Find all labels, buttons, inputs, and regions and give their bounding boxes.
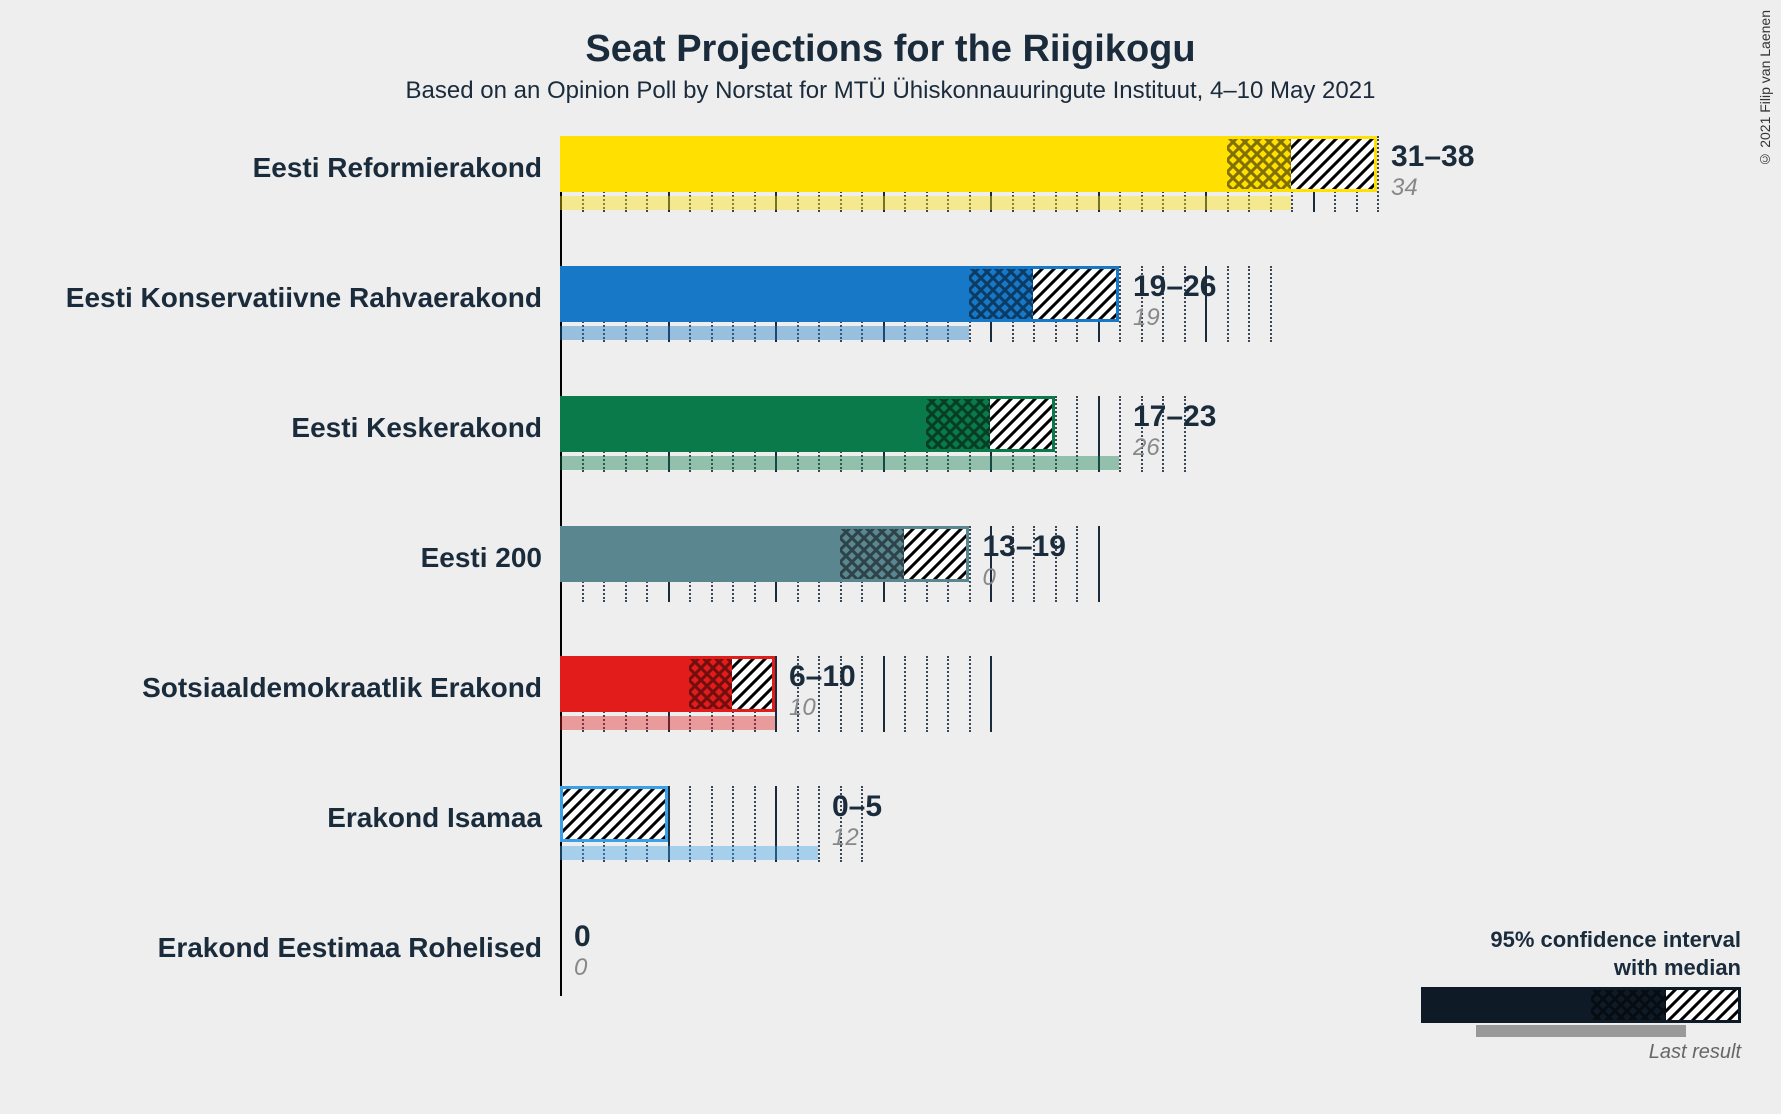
legend-bar <box>1421 987 1741 1023</box>
last-value: 26 <box>1133 434 1160 462</box>
legend-title: 95% confidence interval with median <box>1401 926 1741 981</box>
last-value: 12 <box>832 824 859 852</box>
last-value: 34 <box>1391 174 1418 202</box>
party-row: Eesti 200 13–190 <box>560 520 1460 650</box>
party-label: Erakond Eestimaa Rohelised <box>158 932 542 964</box>
chart-subtitle: Based on an Opinion Poll by Norstat for … <box>0 71 1781 105</box>
party-row: Eesti Reformierakond 31–3834 <box>560 130 1460 260</box>
range-value: 0 <box>574 920 591 954</box>
legend-last-label: Last result <box>1401 1041 1741 1064</box>
last-value: 10 <box>789 694 816 722</box>
party-row: Erakond Eestimaa Rohelised00 <box>560 910 1460 1040</box>
copyright: © 2021 Filip van Laenen <box>1757 10 1773 168</box>
legend: 95% confidence interval with median Last… <box>1401 926 1741 1064</box>
range-value: 19–26 <box>1133 270 1216 304</box>
last-value: 19 <box>1133 304 1160 332</box>
party-row: Eesti Keskerakond 17–2326 <box>560 390 1460 520</box>
party-label: Eesti 200 <box>421 542 542 574</box>
range-value: 6–10 <box>789 660 856 694</box>
last-value: 0 <box>574 954 587 982</box>
party-label: Eesti Reformierakond <box>253 152 542 184</box>
party-row: Sotsiaaldemokraatlik Erakond 6–1010 <box>560 650 1460 780</box>
range-value: 0–5 <box>832 790 882 824</box>
party-label: Sotsiaaldemokraatlik Erakond <box>142 672 542 704</box>
range-value: 31–38 <box>1391 140 1474 174</box>
last-value: 0 <box>983 564 996 592</box>
party-label: Erakond Isamaa <box>327 802 542 834</box>
chart-area: Eesti Reformierakond 31–3834Eesti Konser… <box>560 130 1460 1070</box>
party-row: Erakond Isamaa 0–512 <box>560 780 1460 910</box>
range-value: 13–19 <box>983 530 1066 564</box>
party-label: Eesti Keskerakond <box>291 412 542 444</box>
party-label: Eesti Konservatiivne Rahvaerakond <box>66 282 542 314</box>
party-row: Eesti Konservatiivne Rahvaerakond 19–261… <box>560 260 1460 390</box>
chart-title: Seat Projections for the Riigikogu <box>0 0 1781 71</box>
range-value: 17–23 <box>1133 400 1216 434</box>
